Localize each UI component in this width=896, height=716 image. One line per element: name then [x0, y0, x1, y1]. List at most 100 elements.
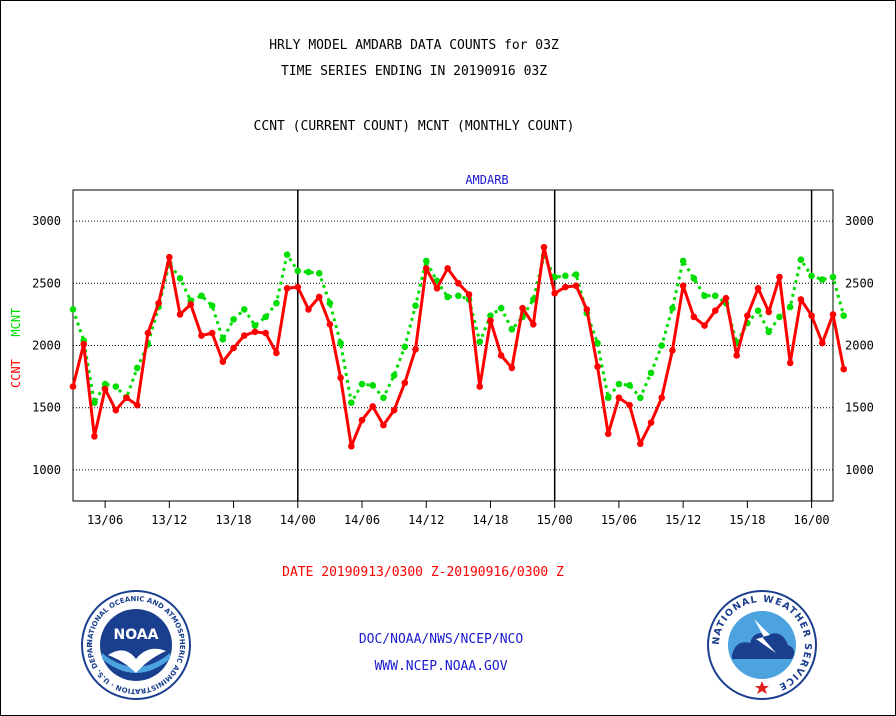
data-point-mcnt [701, 292, 708, 300]
data-point-mcnt [273, 299, 280, 307]
data-point-mcnt [647, 369, 655, 377]
data-point-mcnt [786, 303, 794, 311]
x-tick-label: 13/12 [151, 513, 187, 527]
data-point-mcnt [818, 276, 826, 283]
data-point-ccnt [337, 374, 344, 382]
y-tick-label-left: 2000 [32, 339, 61, 353]
data-point-ccnt [390, 406, 398, 414]
data-point-mcnt [305, 268, 312, 276]
data-point-mcnt [658, 342, 666, 349]
data-point-mcnt [808, 272, 815, 280]
y-tick-label-right: 2500 [845, 276, 874, 290]
data-point-ccnt [101, 385, 109, 393]
noaa-logo: NATIONAL OCEANIC AND ATMOSPHERIC ADMINIS… [80, 589, 191, 700]
data-point-ccnt [615, 394, 623, 402]
data-point-ccnt [348, 442, 355, 450]
data-point-mcnt [679, 257, 687, 265]
data-point-mcnt [840, 312, 848, 319]
y-tick-label-left: 2500 [32, 276, 61, 290]
x-tick-label: 16/00 [794, 513, 830, 527]
data-point-ccnt [240, 332, 248, 339]
data-point-ccnt [465, 291, 473, 298]
data-point-mcnt [797, 256, 805, 263]
data-point-ccnt [744, 312, 751, 319]
data-point-ccnt [487, 317, 494, 324]
data-point-mcnt [69, 306, 77, 313]
data-point-mcnt [401, 343, 409, 351]
data-point-mcnt [230, 316, 237, 323]
chart-title-line-1: HRLY MODEL AMDARB DATA COUNTS for 03Z [269, 38, 559, 53]
x-tick-label: 13/06 [87, 513, 123, 527]
website-label: WWW.NCEP.NOAA.GOV [374, 659, 508, 674]
data-point-ccnt [358, 416, 366, 424]
series-line-ccnt [71, 245, 846, 448]
data-point-ccnt [765, 308, 773, 316]
data-point-mcnt [562, 272, 569, 280]
data-point-ccnt [786, 359, 794, 367]
data-point-mcnt [669, 304, 676, 312]
data-point-ccnt [422, 265, 430, 272]
data-point-mcnt [529, 296, 537, 303]
data-point-ccnt [754, 284, 762, 292]
data-point-mcnt [444, 293, 451, 301]
data-point-mcnt [91, 399, 98, 407]
data-point-ccnt [551, 289, 558, 297]
date-range-label: DATE 20190913/0300 Z-20190916/0300 Z [282, 565, 564, 580]
data-point-ccnt [455, 280, 462, 287]
data-point-ccnt [497, 352, 505, 359]
data-point-mcnt [251, 322, 259, 329]
data-point-ccnt [112, 406, 120, 414]
y-tick-label-left: 1500 [32, 401, 61, 415]
data-point-mcnt [369, 382, 377, 389]
data-point-ccnt [251, 328, 259, 336]
data-point-mcnt [358, 380, 366, 388]
data-point-ccnt [829, 311, 837, 318]
data-point-mcnt [690, 275, 698, 282]
data-point-ccnt [679, 282, 687, 290]
data-point-mcnt [112, 383, 120, 390]
data-point-mcnt [219, 335, 227, 343]
data-point-mcnt [604, 394, 612, 402]
data-point-ccnt [476, 383, 484, 390]
data-point-ccnt [273, 349, 280, 357]
y-tick-label-right: 1500 [845, 401, 874, 415]
data-point-mcnt [240, 306, 248, 313]
x-tick-label: 14/18 [472, 513, 508, 527]
x-tick-label: 15/00 [537, 513, 573, 527]
data-point-ccnt [562, 283, 569, 291]
data-point-ccnt [230, 344, 237, 352]
data-point-mcnt [133, 364, 141, 372]
series-line-mcnt [71, 253, 846, 405]
data-point-mcnt [487, 312, 494, 319]
y-tick-label-right: 3000 [845, 214, 874, 228]
y-tick-label-left: 1000 [32, 463, 61, 477]
data-point-mcnt [594, 339, 601, 347]
data-point-ccnt [647, 419, 655, 426]
data-point-mcnt [572, 271, 580, 278]
data-point-mcnt [337, 339, 344, 347]
data-point-mcnt [176, 275, 184, 282]
noaa-logo-text: NOAA [114, 627, 159, 643]
data-point-ccnt [626, 401, 633, 409]
data-point-ccnt [722, 294, 730, 302]
data-point-mcnt [315, 270, 323, 277]
data-point-ccnt [80, 340, 88, 348]
data-point-ccnt [637, 440, 644, 448]
data-point-ccnt [294, 283, 302, 291]
data-point-mcnt [262, 313, 269, 321]
data-point-mcnt [390, 372, 398, 379]
data-point-ccnt [583, 306, 591, 313]
y-tick-label-right: 1000 [845, 463, 874, 477]
data-point-ccnt [123, 394, 130, 402]
data-point-ccnt [283, 284, 291, 292]
panel-title: AMDARB [465, 173, 508, 187]
x-tick-label: 14/00 [280, 513, 316, 527]
data-point-ccnt [840, 365, 848, 373]
data-point-ccnt [669, 347, 676, 354]
data-point-ccnt [326, 321, 334, 328]
data-point-ccnt [797, 296, 805, 303]
data-point-mcnt [422, 257, 430, 265]
data-point-mcnt [476, 338, 484, 346]
data-point-mcnt [765, 328, 773, 336]
